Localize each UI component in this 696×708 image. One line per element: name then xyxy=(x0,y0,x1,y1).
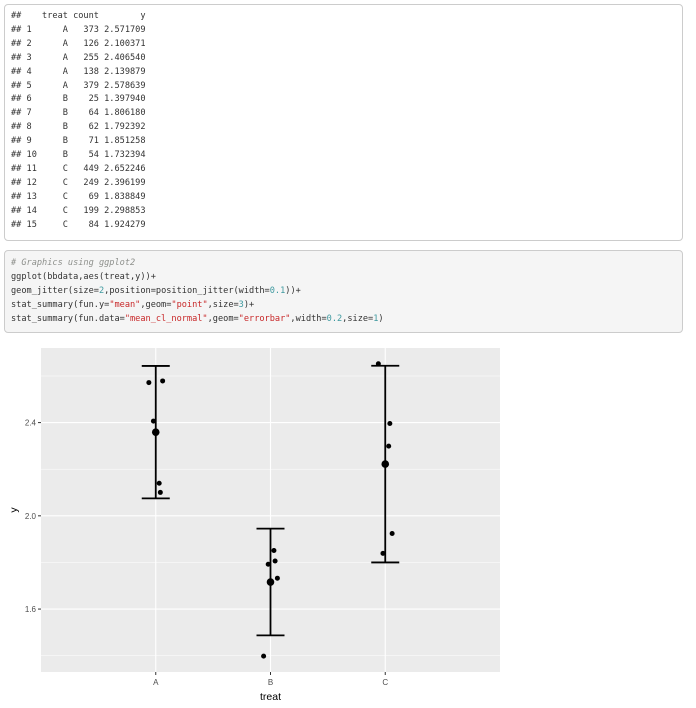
y-tick-label: 1.6 xyxy=(25,605,37,614)
data-point xyxy=(157,489,163,495)
output-line: ## 10 B 54 1.732394 xyxy=(11,150,146,160)
code-number: 0.2 xyxy=(326,314,343,324)
code-number: 2 xyxy=(98,286,105,296)
code-string: "point" xyxy=(171,300,208,310)
data-point xyxy=(271,547,277,553)
code-number: 3 xyxy=(238,300,244,310)
code-token: ))+ xyxy=(285,286,301,296)
code-line-1: # Graphics using ggplot2 xyxy=(11,257,135,271)
code-token: stat_summary(fun.y= xyxy=(11,300,110,310)
output-line: ## 13 C 69 1.838849 xyxy=(11,191,146,202)
data-point xyxy=(156,480,162,486)
output-header-line: ## treat count y xyxy=(11,11,146,21)
mean-point xyxy=(266,578,275,586)
x-tick-label: A xyxy=(153,678,159,687)
code-number: 0.1 xyxy=(269,286,286,296)
code-line-2: ggplot(bbdata,aes(treat,y))+ xyxy=(11,271,156,285)
mean-point xyxy=(151,428,160,436)
data-point xyxy=(386,443,392,449)
data-point xyxy=(272,558,278,564)
output-line: ## 4 A 138 2.139879 xyxy=(11,66,146,77)
y-tick-label: 2.0 xyxy=(25,512,37,521)
data-point xyxy=(146,380,152,386)
data-point xyxy=(375,361,381,367)
data-point xyxy=(160,378,166,384)
code-token: ,geom= xyxy=(207,314,239,324)
data-point xyxy=(387,420,393,426)
output-line: ## 15 C 84 1.924279 xyxy=(11,219,146,230)
code-token: ,geom= xyxy=(140,300,172,310)
output-line: ## 11 C 449 2.652246 xyxy=(11,163,146,174)
code-token: ,width= xyxy=(290,314,327,324)
code-token: )+ xyxy=(243,300,255,310)
code-block: # Graphics using ggplot2 ggplot(bbdata,a… xyxy=(4,250,683,333)
code-line-5: stat_summary(fun.data="mean_cl_normal",g… xyxy=(11,313,384,327)
code-token: ,size= xyxy=(342,314,374,324)
x-tick-label: C xyxy=(382,678,388,687)
code-line-4: stat_summary(fun.y="mean",geom="point",s… xyxy=(11,299,254,313)
output-line: ## 9 B 71 1.851258 xyxy=(11,136,146,147)
code-token: ,position=position_jitter(width= xyxy=(104,286,270,296)
output-line: ## 14 C 199 2.298853 xyxy=(11,205,146,216)
code-token: stat_summary(fun.data= xyxy=(11,314,125,324)
code-number: 1 xyxy=(373,314,379,324)
x-axis-title: treat xyxy=(260,691,281,703)
data-point xyxy=(389,530,395,536)
code-string: "mean" xyxy=(109,300,141,310)
output-line: ## 12 C 249 2.396199 xyxy=(11,177,146,188)
x-tick-label: B xyxy=(268,678,273,687)
code-string: "mean_cl_normal" xyxy=(124,314,208,324)
code-string: "errorbar" xyxy=(238,314,291,324)
code-comment: # Graphics using ggplot2 xyxy=(11,258,136,268)
code-token: ) xyxy=(378,314,384,324)
code-token: geom_jitter(size= xyxy=(11,286,99,296)
data-point xyxy=(380,550,386,556)
output-line: ## 5 A 379 2.578639 xyxy=(11,80,146,91)
code-token: ,size= xyxy=(207,300,239,310)
output-line: ## 8 B 62 1.792392 xyxy=(11,122,146,133)
mean-point xyxy=(381,460,390,468)
output-line: ## 1 A 373 2.571709 xyxy=(11,24,146,35)
output-block: ## treat count y ## 1 A 373 2.571709 ## 2 … xyxy=(4,4,683,241)
output-line: ## 3 A 255 2.406540 xyxy=(11,52,146,63)
y-tick-label: 2.4 xyxy=(25,419,37,428)
data-point xyxy=(150,418,156,424)
data-point xyxy=(274,575,280,581)
code-token: ggplot(bbdata,aes(treat,y))+ xyxy=(11,272,156,282)
output-line: ## 6 B 25 1.397940 xyxy=(11,94,146,105)
y-axis-title: y xyxy=(8,507,20,513)
data-point xyxy=(261,653,267,659)
code-line-3: geom_jitter(size=2,position=position_jit… xyxy=(11,285,301,299)
output-line: ## 7 B 64 1.806180 xyxy=(11,108,146,119)
data-point xyxy=(265,561,271,567)
output-line: ## 2 A 126 2.100371 xyxy=(11,38,146,49)
